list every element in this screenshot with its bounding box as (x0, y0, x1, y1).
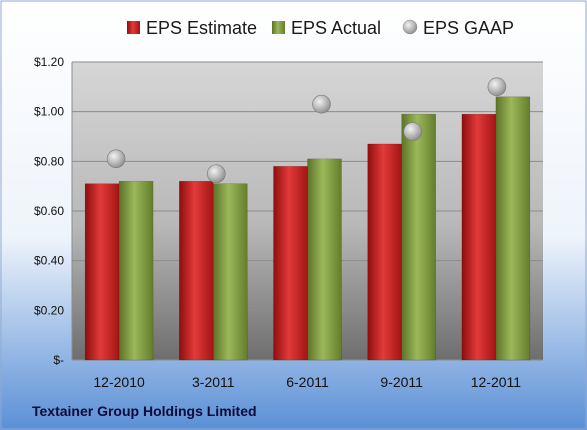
marker-eps-gaap (106, 149, 126, 169)
bars (84, 96, 531, 361)
y-tick-label: $0.40 (34, 254, 64, 268)
marker-eps-gaap (207, 164, 226, 184)
legend-swatch (402, 19, 418, 35)
company-name: Textainer Group Holdings Limited (32, 403, 257, 419)
legend-label: EPS Estimate (146, 18, 257, 38)
bar-eps-estimate (367, 143, 402, 361)
bar-eps-estimate (273, 166, 308, 361)
y-tick-label: $0.60 (34, 204, 64, 218)
y-tick-label: $1.00 (34, 105, 64, 119)
legend-swatch (127, 21, 140, 34)
y-axis-ticks: $- $0.20 $0.40 $0.60 $0.80 $1.00 $1.20 (34, 55, 64, 367)
y-tick-label: $- (53, 353, 64, 367)
bar-eps-actual (307, 158, 342, 361)
bar-eps-estimate (179, 180, 214, 361)
bar-eps-estimate (84, 183, 120, 361)
x-tick-label: 9-2011 (380, 374, 423, 390)
bar-eps-estimate (461, 113, 497, 361)
legend-swatch (272, 21, 285, 34)
bar-eps-actual (495, 96, 531, 361)
bar-eps-actual (213, 183, 248, 361)
y-tick-label: $1.20 (34, 55, 64, 69)
y-tick-label: $0.80 (34, 154, 64, 168)
x-axis-ticks: 12-2010 3-2011 6-2011 9-2011 12-2011 (93, 374, 521, 390)
legend-label: EPS Actual (291, 18, 381, 38)
bar-eps-actual (401, 113, 436, 361)
marker-eps-gaap (403, 122, 423, 141)
x-tick-label: 6-2011 (286, 374, 329, 390)
x-tick-label: 12-2010 (93, 374, 145, 390)
x-tick-label: 12-2011 (471, 374, 522, 390)
legend-label: EPS GAAP (423, 18, 514, 38)
legend: EPS Estimate EPS Actual EPS GAAP (127, 18, 514, 38)
bar-eps-actual (118, 180, 154, 361)
x-tick-label: 3-2011 (192, 374, 235, 390)
y-tick-label: $0.20 (34, 303, 64, 317)
marker-eps-gaap (312, 94, 331, 114)
gaap-markers (106, 77, 507, 184)
marker-eps-gaap (487, 77, 507, 97)
